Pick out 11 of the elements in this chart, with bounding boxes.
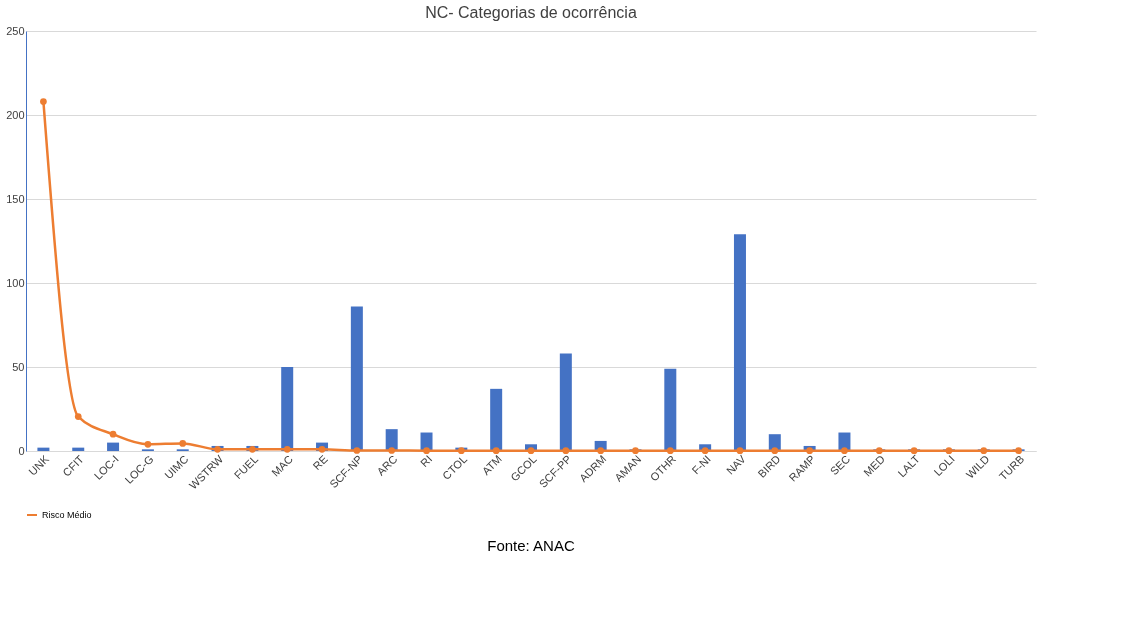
x-tick-label: RI — [418, 452, 435, 470]
legend-label: Risco Médio — [42, 510, 92, 520]
y-tick-label: 200 — [6, 108, 25, 121]
y-tick-label: 150 — [6, 192, 25, 205]
y-tick-label: 100 — [6, 276, 25, 289]
y-tick-label: 250 — [6, 24, 25, 37]
source-note: Fonte: ANAC — [487, 537, 575, 554]
x-tick-label: RE — [310, 452, 330, 473]
y-tick-label: 0 — [18, 444, 25, 457]
y-tick-label: 50 — [12, 360, 25, 373]
chart-title: NC- Categorias de ocorrência — [425, 4, 637, 21]
